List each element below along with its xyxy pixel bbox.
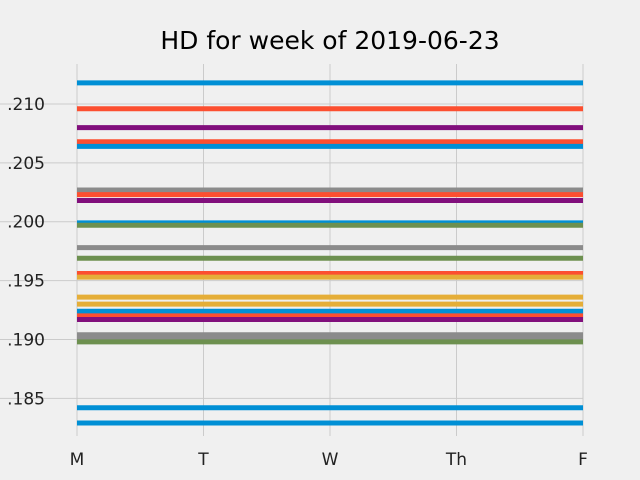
y-tick-label: .205 bbox=[7, 154, 45, 174]
y-tick-label: .190 bbox=[7, 330, 45, 350]
y-tick-label: .185 bbox=[7, 389, 45, 409]
y-tick-label: .210 bbox=[7, 95, 45, 115]
y-tick-label: .200 bbox=[7, 213, 45, 233]
y-tick-label: .195 bbox=[7, 272, 45, 292]
chart-title: HD for week of 2019-06-23 bbox=[160, 26, 499, 55]
x-tick-label: Th bbox=[445, 450, 467, 470]
series-lines bbox=[77, 80, 583, 426]
x-tick-labels: M T W Th F bbox=[70, 450, 588, 470]
x-tick-label: W bbox=[322, 450, 339, 470]
y-tick-labels: .185 .190 .195 .200 .205 .210 bbox=[7, 95, 45, 409]
x-tick-label: M bbox=[70, 450, 85, 470]
x-tick-label: T bbox=[197, 450, 209, 470]
x-tick-label: F bbox=[578, 450, 588, 470]
